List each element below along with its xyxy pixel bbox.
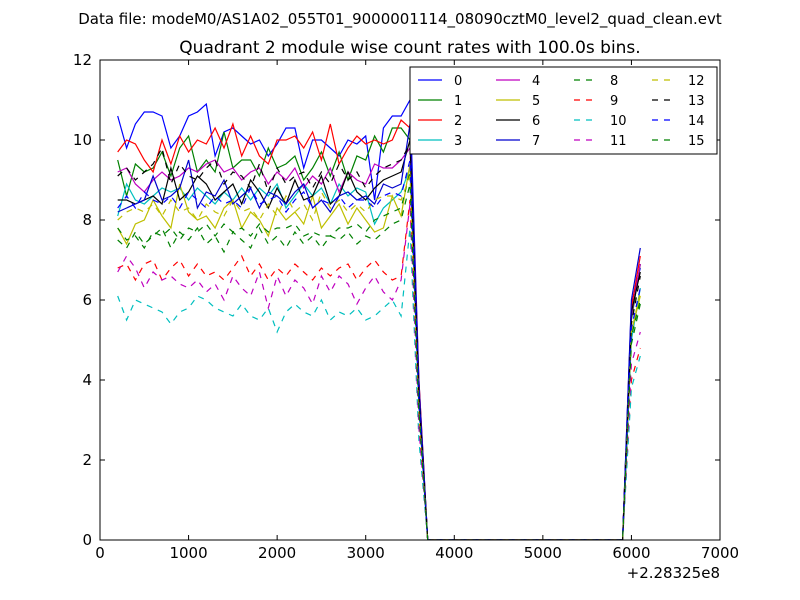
legend-label-4: 4 bbox=[532, 74, 540, 89]
legend-label-3: 3 bbox=[454, 134, 462, 149]
series-line-4 bbox=[117, 146, 641, 540]
legend-label-8: 8 bbox=[610, 74, 618, 89]
y-tick-label-4: 4 bbox=[82, 371, 92, 389]
x-tick-label-0: 0 bbox=[95, 544, 105, 562]
series-line-2 bbox=[117, 118, 641, 540]
series-line-7 bbox=[117, 123, 641, 540]
x-tick-label-4000: 4000 bbox=[435, 544, 473, 562]
legend-label-14: 14 bbox=[688, 114, 705, 129]
legend-label-6: 6 bbox=[532, 114, 540, 129]
x-tick-label-7000: 7000 bbox=[701, 544, 739, 562]
legend-label-9: 9 bbox=[610, 94, 618, 109]
x-offset-label: +2.28325e8 bbox=[627, 564, 720, 582]
x-tick-label-1000: 1000 bbox=[169, 544, 207, 562]
y-tick-label-12: 12 bbox=[73, 51, 92, 69]
legend-label-5: 5 bbox=[532, 94, 540, 109]
x-tick-label-5000: 5000 bbox=[524, 544, 562, 562]
chart-title: Quadrant 2 module wise count rates with … bbox=[179, 38, 640, 58]
x-tick-label-2000: 2000 bbox=[258, 544, 296, 562]
series-line-6 bbox=[117, 139, 641, 540]
legend-label-12: 12 bbox=[688, 74, 705, 89]
x-tick-label-3000: 3000 bbox=[347, 544, 385, 562]
y-tick-label-2: 2 bbox=[82, 451, 92, 469]
series-line-0 bbox=[117, 97, 641, 540]
legend-label-13: 13 bbox=[688, 94, 705, 109]
series-line-12 bbox=[117, 175, 641, 540]
y-tick-label-8: 8 bbox=[82, 211, 92, 229]
series-line-1 bbox=[117, 127, 641, 540]
legend-label-10: 10 bbox=[610, 114, 627, 129]
series-line-10 bbox=[117, 227, 641, 540]
series-line-13 bbox=[117, 141, 641, 540]
series-line-15 bbox=[117, 183, 641, 540]
x-tick-label-6000: 6000 bbox=[612, 544, 650, 562]
legend-label-1: 1 bbox=[454, 94, 462, 109]
figure-suptitle: Data file: modeM0/AS1A02_055T01_90000011… bbox=[78, 10, 722, 29]
legend-label-15: 15 bbox=[688, 134, 705, 149]
series-layer bbox=[117, 97, 641, 540]
legend-label-11: 11 bbox=[610, 134, 627, 149]
y-tick-label-10: 10 bbox=[73, 131, 92, 149]
legend-label-7: 7 bbox=[532, 134, 540, 149]
y-tick-label-0: 0 bbox=[82, 531, 92, 549]
series-line-14 bbox=[117, 159, 641, 540]
y-tick-label-6: 6 bbox=[82, 291, 92, 309]
legend-label-2: 2 bbox=[454, 114, 462, 129]
series-line-5 bbox=[117, 163, 641, 540]
legend-label-0: 0 bbox=[454, 74, 462, 89]
